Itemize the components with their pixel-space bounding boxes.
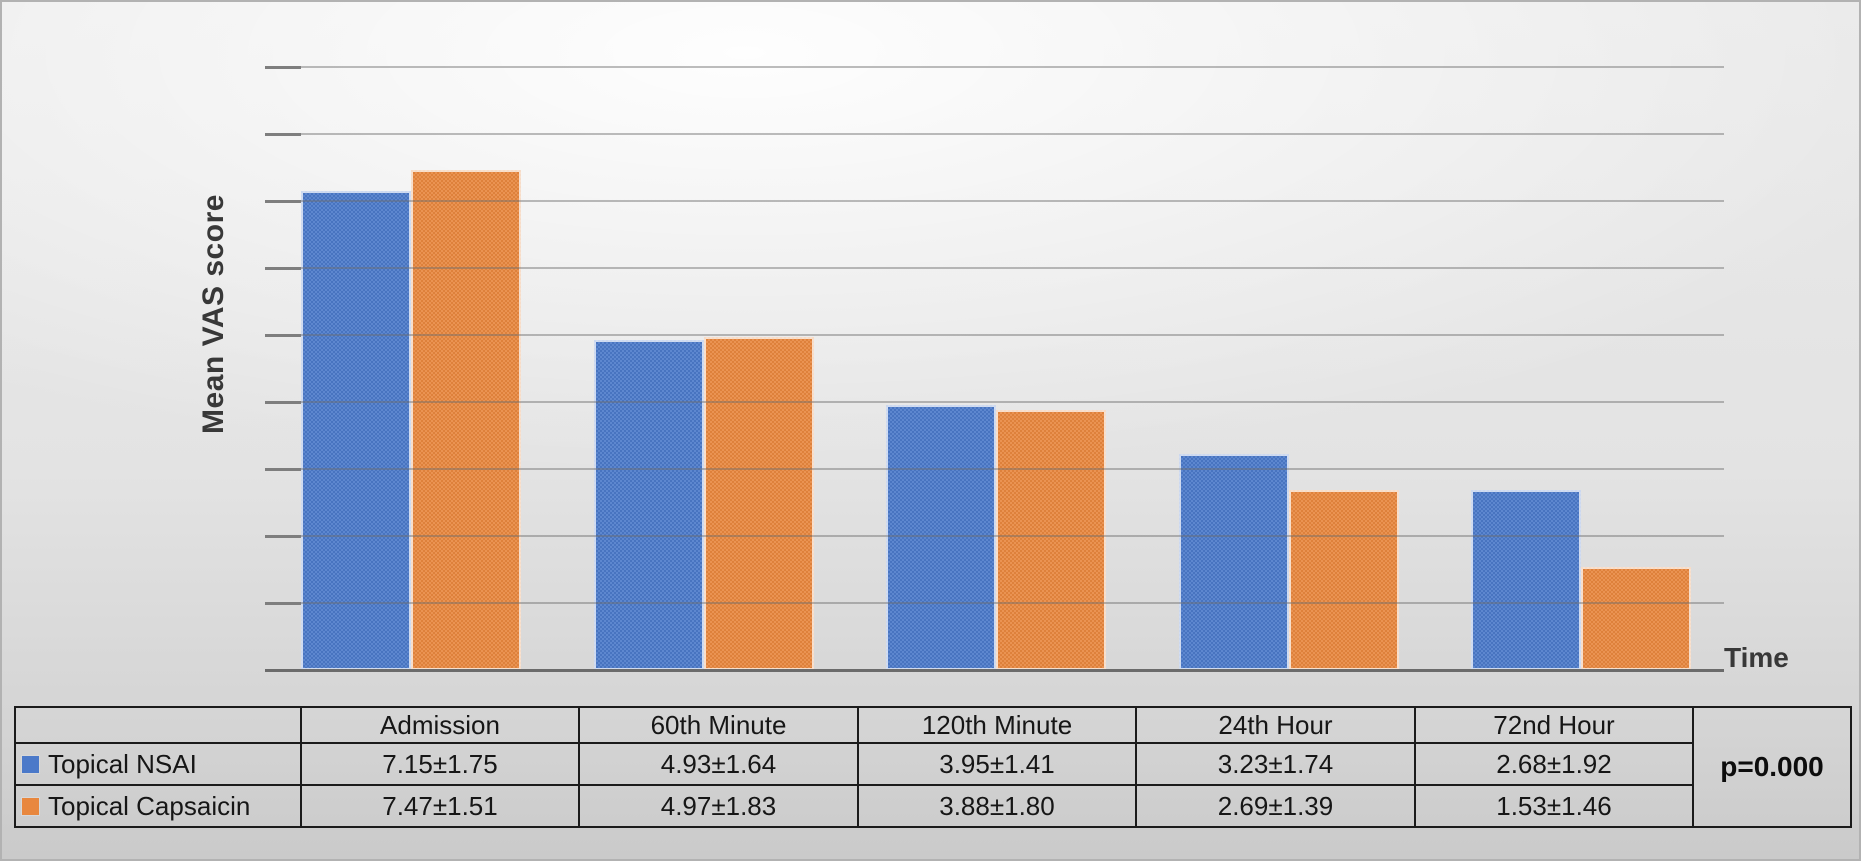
- legend-corner-cell: [14, 706, 302, 744]
- y-axis-tick: [265, 133, 301, 136]
- value-cell: 3.95±1.41: [857, 742, 1137, 786]
- bar-topical-nsai-0: [301, 190, 411, 670]
- column-header-72nd-hour: 72nd Hour: [1414, 706, 1694, 744]
- gridline: [265, 535, 1724, 537]
- gridline: [265, 200, 1724, 202]
- bar-topical-nsai-3: [1178, 453, 1289, 670]
- table-row-topical-capsaicin: Topical Capsaicin 7.47±1.51 4.97±1.83 3.…: [14, 784, 1851, 828]
- bar-topical-capsaicin-2: [996, 410, 1106, 670]
- y-axis-tick: [265, 200, 301, 203]
- series-label: Topical NSAI: [48, 748, 197, 779]
- table-row-topical-nsai: Topical NSAI 7.15±1.75 4.93±1.64 3.95±1.…: [14, 742, 1851, 786]
- gridline: [265, 267, 1724, 269]
- series-label: Topical Capsaicin: [48, 790, 251, 821]
- column-header-60th-minute: 60th Minute: [578, 706, 859, 744]
- x-axis-line: [265, 669, 1724, 672]
- y-axis-tick: [265, 66, 301, 69]
- column-header-admission: Admission: [300, 706, 580, 744]
- column-header-24th-hour: 24th Hour: [1135, 706, 1416, 744]
- bar-topical-nsai-4: [1471, 490, 1581, 670]
- gridline: [265, 401, 1724, 403]
- bar-topical-capsaicin-0: [411, 169, 521, 670]
- y-axis-tick: [265, 535, 301, 538]
- bar-topical-capsaicin-1: [703, 337, 814, 670]
- data-table: Admission 60th Minute 120th Minute 24th …: [14, 706, 1852, 828]
- bar-topical-capsaicin-3: [1288, 489, 1399, 670]
- value-cell: 1.53±1.46: [1414, 784, 1694, 828]
- series-label-cell: Topical NSAI: [14, 742, 302, 786]
- y-axis-tick: [265, 602, 301, 605]
- gridline: [265, 66, 1724, 68]
- column-header-120th-minute: 120th Minute: [857, 706, 1137, 744]
- gridline: [265, 468, 1724, 470]
- value-cell: 3.88±1.80: [857, 784, 1137, 828]
- value-cell: 2.68±1.92: [1414, 742, 1694, 786]
- gridline: [265, 334, 1724, 336]
- value-cell: 4.97±1.83: [578, 784, 859, 828]
- gridline: [265, 602, 1724, 604]
- value-cell: 2.69±1.39: [1135, 784, 1416, 828]
- value-cell: 7.15±1.75: [300, 742, 580, 786]
- legend-swatch-topical-capsaicin-icon: [22, 797, 39, 815]
- bar-topical-capsaicin-4: [1581, 567, 1691, 670]
- value-cell: 3.23±1.74: [1135, 742, 1416, 786]
- y-axis-tick: [265, 267, 301, 270]
- p-value-cell: p=0.000: [1692, 706, 1852, 828]
- y-axis-tick: [265, 334, 301, 337]
- series-label-cell: Topical Capsaicin: [14, 784, 302, 828]
- y-axis-tick: [265, 401, 301, 404]
- table-header-row: Admission 60th Minute 120th Minute 24th …: [14, 706, 1852, 828]
- x-axis-title: Time: [1724, 642, 1789, 673]
- gridline: [265, 133, 1724, 135]
- value-cell: 7.47±1.51: [300, 784, 580, 828]
- value-cell: 4.93±1.64: [578, 742, 859, 786]
- y-axis-tick: [265, 468, 301, 471]
- bar-topical-nsai-2: [886, 405, 996, 670]
- bar-topical-nsai-1: [593, 339, 704, 670]
- legend-swatch-topical-nsai-icon: [22, 755, 39, 773]
